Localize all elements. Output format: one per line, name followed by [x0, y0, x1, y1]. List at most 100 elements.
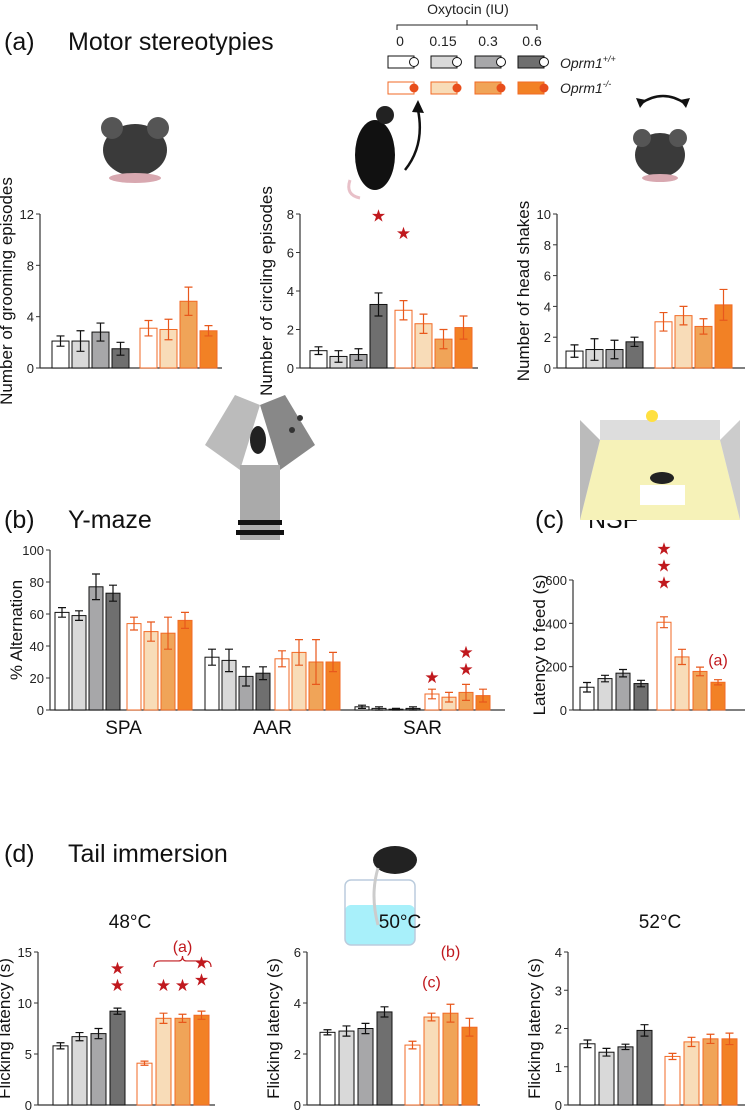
bar-wt-dose-1 [338, 1030, 355, 1106]
y-tick-label: 4 [27, 310, 34, 325]
error-bar [204, 325, 213, 337]
panel-b-title: Y-maze [68, 506, 152, 534]
panel-a-letter: (a) [4, 28, 35, 56]
error-bar [583, 1039, 592, 1049]
error-bar [76, 330, 85, 352]
bar-wt-dose-3 [633, 683, 649, 711]
error-bar [354, 348, 363, 361]
significance-star-icon: ★ [458, 643, 473, 662]
y-tick-label: 3 [555, 983, 562, 998]
significance-star-icon: ★ [194, 954, 209, 973]
error-bar [687, 1036, 696, 1048]
y-tick-label: 4 [287, 284, 294, 299]
bar-ko-dose-1 [143, 631, 159, 711]
bar-wt-dose-0 [579, 1043, 596, 1106]
legend-bracket [396, 20, 538, 30]
bar-wt-dose-1 [71, 1036, 88, 1106]
significance-star-icon: ★ [656, 557, 671, 576]
significance-star-icon: ★ [110, 959, 125, 978]
bar-ko-dose-3 [193, 1014, 210, 1106]
y-tick-label: 100 [22, 543, 44, 558]
y-tick-label: 5 [25, 1047, 32, 1062]
bar-ko-dose-0 [404, 1044, 421, 1106]
legend-marker-open [539, 57, 549, 67]
error-bar [719, 288, 728, 321]
error-bar [56, 335, 65, 347]
group-label: SAR [403, 718, 442, 739]
legend-marker-filled [409, 83, 419, 93]
bar-wt-dose-1 [597, 678, 613, 711]
bar-wt-dose-2 [88, 586, 104, 711]
error-bar [312, 639, 320, 685]
error-bar [181, 611, 189, 629]
bar-ko-dose-3 [461, 1026, 478, 1106]
error-bar [637, 679, 645, 688]
significance-bracket [153, 955, 212, 967]
tail-immersion-illustration [344, 846, 417, 946]
y-axis-label: Latency to feed (s) [530, 575, 549, 716]
legend-dose: 0.3 [478, 33, 498, 49]
error-bar [419, 313, 428, 334]
chart-tail52: 0 1 2 3 4 Flicking latency (s) 52°C [525, 912, 745, 1110]
error-bar [446, 1003, 455, 1023]
grooming-mouse-illustration [101, 117, 169, 183]
annotation-label: (c) [422, 975, 441, 992]
bar-ko-dose-2 [692, 670, 708, 711]
y-axis-label: % Alternation [7, 580, 26, 680]
error-bar [295, 639, 303, 666]
y-tick-label: 40 [30, 639, 44, 654]
chart-title: 52°C [639, 912, 681, 933]
bar-ko-dose-1 [155, 1017, 172, 1106]
legend-marker-open [452, 57, 462, 67]
significance-star-icon: ★ [175, 976, 190, 995]
legend-marker-open [496, 57, 506, 67]
y-axis-label: Flicking latency (s) [264, 958, 283, 1099]
y-tick-label: 0 [27, 361, 34, 376]
error-bar [159, 1012, 168, 1024]
error-bar [659, 311, 668, 332]
error-bar [679, 305, 688, 326]
error-bar [334, 350, 343, 363]
y-axis-label: Number of circling episodes [257, 186, 276, 396]
error-bar [259, 666, 267, 681]
y-tick-label: 8 [544, 238, 551, 253]
y-tick-label: 10 [537, 207, 551, 222]
annotation-label: (a) [173, 939, 193, 956]
error-bar [56, 1042, 65, 1050]
error-bar [116, 341, 125, 356]
error-bar [699, 318, 708, 335]
y-tick-label: 200 [545, 660, 567, 675]
y-tick-label: 6 [294, 945, 301, 960]
y-tick-label: 20 [30, 671, 44, 686]
legend-dose: 0.15 [429, 33, 456, 49]
error-bar [392, 707, 400, 711]
bar-ko-dose-0 [656, 621, 672, 711]
significance-star-icon: ★ [371, 207, 386, 226]
error-bar [361, 1022, 370, 1035]
y-maze-illustration [205, 395, 315, 540]
error-bar [630, 336, 639, 348]
error-bar [465, 1017, 474, 1037]
error-bar [462, 683, 470, 701]
error-bar [459, 315, 468, 340]
legend-marker-filled [539, 83, 549, 93]
error-bar [445, 691, 453, 703]
legend-dose: 0 [396, 33, 404, 49]
error-bar [439, 328, 448, 350]
error-bar [696, 666, 704, 677]
bar-wt-dose-0 [54, 611, 70, 711]
bar-ko-dose-0 [664, 1055, 681, 1106]
panel-d-letter: (d) [4, 840, 35, 868]
y-axis-label: Number of grooming episodes [0, 177, 16, 405]
bar-wt-dose-2 [615, 672, 631, 711]
error-bar [164, 616, 172, 650]
error-bar [94, 1027, 103, 1040]
y-tick-label: 1 [555, 1060, 562, 1075]
error-bar [184, 286, 193, 316]
error-bar [140, 1060, 149, 1066]
error-bar [113, 1007, 122, 1015]
error-bar [109, 584, 117, 602]
